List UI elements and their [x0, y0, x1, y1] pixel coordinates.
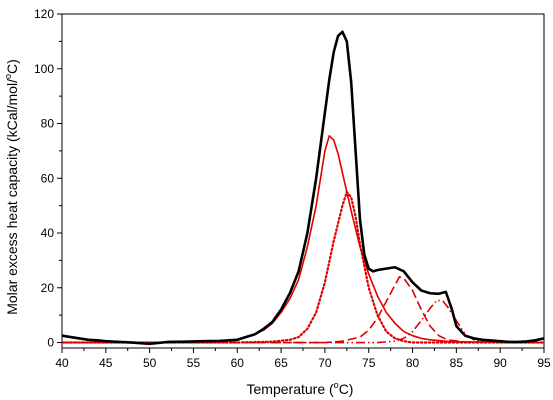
x-tick-label-85: 85: [450, 356, 464, 370]
x-axis-title: Temperature (oC): [247, 380, 354, 397]
x-axis-title-post: C): [339, 381, 354, 397]
plot-area: [61, 13, 545, 349]
y-axis-title-sup: o: [3, 74, 13, 79]
y-axis-title: Molar excess heat capacity (kCal/mol/oC): [3, 59, 20, 315]
y-tick-label-60: 60: [41, 171, 55, 185]
x-tick-label-65: 65: [274, 356, 288, 370]
y-tick-label-20: 20: [41, 281, 55, 295]
y-tick-label-0: 0: [47, 336, 54, 350]
x-tick-label-70: 70: [318, 356, 332, 370]
x-tick-label-80: 80: [406, 356, 420, 370]
x-tick-label-90: 90: [494, 356, 508, 370]
x-tick-label-75: 75: [362, 356, 376, 370]
series-line-0: [62, 30, 544, 346]
series-line-3: [62, 276, 544, 344]
y-tick-label-120: 120: [34, 7, 54, 21]
x-tick-label-55: 55: [187, 356, 201, 370]
axes-layer: 40 45 50 55 60 65 70 75 80 85 90 95 0 20 40 60 80 100 120: [34, 7, 551, 370]
x-tick-label-95: 95: [537, 356, 551, 370]
y-axis-title-pre: Molar excess heat capacity (kCal/mol/: [4, 79, 20, 315]
plot-frame: [61, 13, 545, 349]
x-tick-label-50: 50: [143, 356, 157, 370]
y-axis-title-post: C): [4, 59, 20, 74]
x-tick-label-45: 45: [99, 356, 113, 370]
x-axis-title-pre: Temperature (: [247, 381, 334, 397]
x-axis-title-sup: o: [334, 380, 339, 390]
series-layer: [62, 30, 544, 346]
y-tick-label-40: 40: [41, 226, 55, 240]
x-tick-label-60: 60: [231, 356, 245, 370]
y-tick-label-100: 100: [34, 62, 54, 76]
y-tick-label-80: 80: [41, 117, 55, 131]
x-tick-label-40: 40: [55, 356, 69, 370]
